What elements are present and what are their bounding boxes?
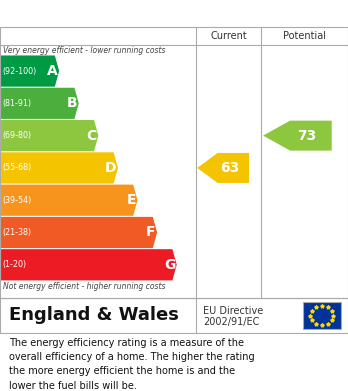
Text: EU Directive: EU Directive [203, 306, 263, 316]
Text: (1-20): (1-20) [3, 260, 27, 269]
Text: Not energy efficient - higher running costs: Not energy efficient - higher running co… [3, 282, 166, 291]
Text: C: C [87, 129, 97, 143]
Text: D: D [105, 161, 117, 175]
Polygon shape [197, 153, 249, 183]
Bar [303, 302, 341, 329]
Polygon shape [1, 56, 59, 87]
Polygon shape [263, 121, 332, 151]
Text: Current: Current [210, 31, 247, 41]
Text: (21-38): (21-38) [3, 228, 32, 237]
Polygon shape [1, 88, 79, 119]
Polygon shape [1, 120, 98, 151]
Polygon shape [1, 185, 137, 216]
Text: England & Wales: England & Wales [9, 307, 179, 325]
Text: 63: 63 [221, 161, 240, 175]
Text: (39-54): (39-54) [3, 196, 32, 205]
Text: 73: 73 [297, 129, 316, 143]
Text: B: B [67, 96, 77, 110]
Text: (69-80): (69-80) [3, 131, 32, 140]
Text: The energy efficiency rating is a measure of the
overall efficiency of a home. T: The energy efficiency rating is a measur… [9, 338, 254, 391]
Text: Potential: Potential [283, 31, 326, 41]
Text: (55-68): (55-68) [3, 163, 32, 172]
Text: G: G [164, 258, 175, 272]
Text: A: A [47, 64, 58, 78]
Polygon shape [1, 249, 177, 280]
Text: (92-100): (92-100) [3, 66, 37, 75]
Text: E: E [127, 193, 136, 207]
Text: F: F [146, 226, 156, 240]
Text: Very energy efficient - lower running costs: Very energy efficient - lower running co… [3, 46, 166, 55]
Polygon shape [1, 217, 157, 248]
Text: 2002/91/EC: 2002/91/EC [203, 317, 259, 327]
Text: Energy Efficiency Rating: Energy Efficiency Rating [9, 6, 219, 21]
Text: (81-91): (81-91) [3, 99, 32, 108]
Polygon shape [1, 152, 118, 183]
